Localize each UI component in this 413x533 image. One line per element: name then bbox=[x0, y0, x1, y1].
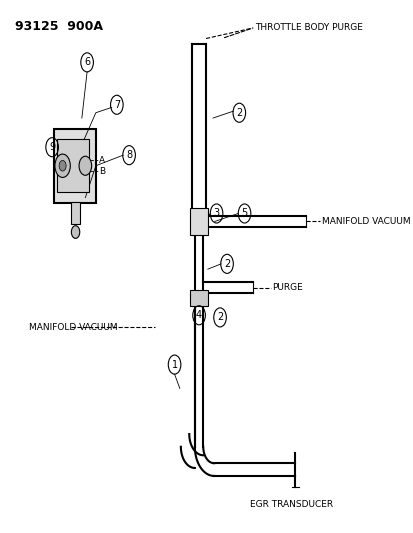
Text: 5: 5 bbox=[241, 208, 247, 219]
Text: THROTTLE BODY PURGE: THROTTLE BODY PURGE bbox=[254, 23, 362, 33]
Text: 9: 9 bbox=[49, 142, 55, 152]
Text: B: B bbox=[99, 166, 105, 175]
Circle shape bbox=[59, 160, 66, 171]
Text: 8: 8 bbox=[126, 150, 132, 160]
Bar bbox=[71, 202, 80, 224]
Bar bbox=[54, 128, 96, 203]
Text: 2: 2 bbox=[235, 108, 242, 118]
Text: 6: 6 bbox=[84, 58, 90, 67]
Text: PURGE: PURGE bbox=[272, 283, 303, 292]
Bar bbox=[190, 290, 207, 306]
Text: 1: 1 bbox=[171, 360, 177, 369]
Bar bbox=[57, 139, 89, 192]
Text: A: A bbox=[99, 156, 105, 165]
Text: MANIFOLD VACUUM: MANIFOLD VACUUM bbox=[29, 323, 118, 332]
Text: 7: 7 bbox=[114, 100, 120, 110]
Circle shape bbox=[71, 225, 80, 238]
Circle shape bbox=[79, 156, 91, 175]
Text: 93125  900A: 93125 900A bbox=[15, 20, 103, 33]
Circle shape bbox=[55, 154, 70, 177]
Text: 3: 3 bbox=[213, 208, 219, 219]
Text: MANIFOLD VACUUM: MANIFOLD VACUUM bbox=[321, 217, 409, 226]
Text: 2: 2 bbox=[216, 312, 223, 322]
Text: EGR TRANSDUCER: EGR TRANSDUCER bbox=[249, 500, 332, 509]
Text: 2: 2 bbox=[223, 259, 230, 269]
Text: 4: 4 bbox=[195, 310, 202, 320]
Bar bbox=[190, 208, 207, 235]
